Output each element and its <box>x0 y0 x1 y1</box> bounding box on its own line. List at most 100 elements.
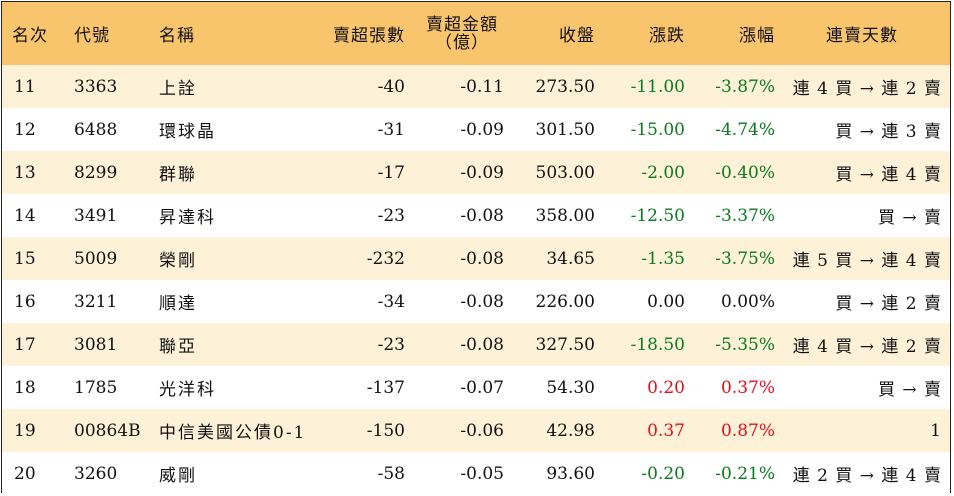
cell-change-pct: -5.35% <box>715 334 775 355</box>
cell-code: 3363 <box>74 76 118 97</box>
cell-net-sell-lots: -31 <box>377 119 405 140</box>
cell-rank: 12 <box>14 119 36 140</box>
cell-streak: 買 → 連 4 賣 <box>835 165 942 185</box>
cell-streak: 買 → 連 3 賣 <box>835 122 942 142</box>
cell-net-sell-amount: -0.07 <box>460 377 504 398</box>
cell-rank: 14 <box>14 205 36 226</box>
cell-close: 93.60 <box>546 463 595 484</box>
cell-name: 上詮 <box>159 79 197 99</box>
cell-net-sell-lots: -58 <box>377 463 405 484</box>
cell-close: 503.00 <box>535 162 595 183</box>
cell-streak: 連 5 買 → 連 4 賣 <box>792 251 942 271</box>
header-name[interactable]: 名稱 <box>159 26 195 46</box>
cell-close: 226.00 <box>535 291 595 312</box>
header-close[interactable]: 收盤 <box>559 26 595 46</box>
cell-name: 威剛 <box>159 466 197 486</box>
cell-rank: 20 <box>14 463 36 484</box>
table-row[interactable]: 17 3081 聯亞 -23 -0.08 327.50 -18.50 -5.35% 連 4 買 … <box>2 323 950 366</box>
cell-net-sell-amount: -0.09 <box>460 162 504 183</box>
cell-name: 聯亞 <box>159 337 197 357</box>
table-row[interactable]: 14 3491 昇達科 -23 -0.08 358.00 -12.50 -3.37% 買 → 賣 <box>2 194 950 237</box>
cell-code: 8299 <box>74 162 118 183</box>
header-rank[interactable]: 名次 <box>12 26 48 46</box>
cell-change: -0.20 <box>641 463 685 484</box>
cell-rank: 15 <box>14 248 36 269</box>
header-net-sell-lots[interactable]: 賣超張數 <box>333 26 405 46</box>
cell-change-pct: 0.87% <box>720 420 775 441</box>
cell-change: 0.20 <box>647 377 685 398</box>
cell-rank: 19 <box>14 420 36 441</box>
cell-code: 00864B <box>74 420 141 441</box>
cell-streak: 買 → 賣 <box>877 208 942 228</box>
cell-streak: 連 4 買 → 連 2 賣 <box>792 337 942 357</box>
cell-rank: 17 <box>14 334 36 355</box>
header-streak[interactable]: 連賣天數 <box>826 26 898 46</box>
cell-code: 3260 <box>74 463 118 484</box>
cell-net-sell-amount: -0.08 <box>460 205 504 226</box>
header-net-sell-amount-line1: 賣超金額 <box>426 14 498 35</box>
table-row[interactable]: 13 8299 群聯 -17 -0.09 503.00 -2.00 -0.40% 買 → 連 4… <box>2 151 950 194</box>
header-change-pct[interactable]: 漲幅 <box>739 26 775 46</box>
table-header: 名次 代號 名稱 賣超張數 賣超金額 （億） 收盤 漲跌 漲幅 連賣天數 <box>2 2 950 66</box>
cell-net-sell-lots: -40 <box>377 76 405 97</box>
cell-code: 3081 <box>74 334 118 355</box>
cell-net-sell-amount: -0.08 <box>460 248 504 269</box>
cell-change: -11.00 <box>630 76 685 97</box>
cell-change-pct: -3.37% <box>715 205 775 226</box>
cell-close: 327.50 <box>535 334 595 355</box>
cell-change: -15.00 <box>630 119 685 140</box>
cell-net-sell-lots: -23 <box>377 334 405 355</box>
table-row[interactable]: 20 3260 威剛 -58 -0.05 93.60 -0.20 -0.21% 連 2 買 → … <box>2 452 950 495</box>
cell-code: 3211 <box>74 291 118 312</box>
cell-code: 5009 <box>74 248 118 269</box>
cell-rank: 16 <box>14 291 36 312</box>
table-row[interactable]: 16 3211 順達 -34 -0.08 226.00 0.00 0.00% 買 → 連 2 賣 <box>2 280 950 323</box>
cell-name: 昇達科 <box>159 208 216 228</box>
header-net-sell-amount-line2: （億） <box>435 32 489 53</box>
cell-streak: 連 2 買 → 連 4 賣 <box>792 466 942 486</box>
cell-net-sell-lots: -232 <box>366 248 405 269</box>
cell-close: 273.50 <box>535 76 595 97</box>
cell-change: -18.50 <box>630 334 685 355</box>
cell-change: -12.50 <box>630 205 685 226</box>
table-row[interactable]: 19 00864B 中信美國公債0-1 -150 -0.06 42.98 0.37 0.87%… <box>2 409 950 452</box>
cell-streak: 連 4 買 → 連 2 賣 <box>792 79 942 99</box>
cell-net-sell-amount: -0.05 <box>460 463 504 484</box>
cell-streak: 買 → 連 2 賣 <box>835 294 942 314</box>
header-net-sell-amount[interactable]: 賣超金額 （億） <box>417 2 507 65</box>
cell-name: 中信美國公債0-1 <box>159 423 307 443</box>
cell-streak: 1 <box>930 420 942 441</box>
cell-name: 環球晶 <box>159 122 216 142</box>
header-change[interactable]: 漲跌 <box>649 26 685 46</box>
cell-net-sell-lots: -137 <box>366 377 405 398</box>
cell-name: 群聯 <box>159 165 197 185</box>
cell-net-sell-amount: -0.08 <box>460 291 504 312</box>
cell-name: 榮剛 <box>159 251 197 271</box>
cell-streak: 買 → 賣 <box>877 380 942 400</box>
cell-change-pct: 0.37% <box>720 377 775 398</box>
cell-net-sell-amount: -0.08 <box>460 334 504 355</box>
cell-net-sell-lots: -23 <box>377 205 405 226</box>
cell-change-pct: -0.21% <box>715 463 775 484</box>
cell-net-sell-amount: -0.09 <box>460 119 504 140</box>
table-row[interactable]: 11 3363 上詮 -40 -0.11 273.50 -11.00 -3.87% 連 4 買 … <box>2 65 950 108</box>
table-row[interactable]: 12 6488 環球晶 -31 -0.09 301.50 -15.00 -4.74% 買 → 連… <box>2 108 950 151</box>
cell-close: 42.98 <box>546 420 595 441</box>
cell-change-pct: 0.00% <box>720 291 775 312</box>
cell-net-sell-amount: -0.11 <box>460 76 504 97</box>
cell-name: 順達 <box>159 294 197 314</box>
table-row[interactable]: 18 1785 光洋科 -137 -0.07 54.30 0.20 0.37% 買 → 賣 <box>2 366 950 409</box>
cell-rank: 18 <box>14 377 36 398</box>
cell-net-sell-lots: -17 <box>377 162 405 183</box>
cell-code: 6488 <box>74 119 118 140</box>
table-row[interactable]: 15 5009 榮剛 -232 -0.08 34.65 -1.35 -3.75% 連 5 買 →… <box>2 237 950 280</box>
cell-close: 358.00 <box>535 205 595 226</box>
cell-close: 54.30 <box>546 377 595 398</box>
cell-change: 0.37 <box>647 420 685 441</box>
cell-code: 3491 <box>74 205 118 226</box>
cell-rank: 11 <box>14 76 36 97</box>
header-code[interactable]: 代號 <box>74 26 110 46</box>
cell-change-pct: -0.40% <box>715 162 775 183</box>
cell-net-sell-lots: -34 <box>377 291 405 312</box>
